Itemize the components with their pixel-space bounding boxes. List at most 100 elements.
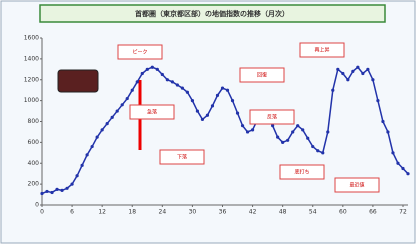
marker: [91, 145, 94, 148]
marker: [181, 87, 184, 90]
marker: [151, 66, 154, 69]
marker: [116, 109, 119, 112]
x-tick-label: 0: [40, 209, 44, 216]
marker: [141, 72, 144, 75]
marker: [226, 89, 229, 92]
marker: [201, 118, 204, 121]
x-tick-label: 36: [219, 209, 227, 216]
annotation: 急落: [147, 109, 157, 116]
annotation: ピーク: [132, 50, 147, 56]
annotation: 最近値: [349, 182, 364, 189]
marker: [306, 137, 309, 140]
marker: [211, 104, 214, 107]
marker: [351, 70, 354, 73]
x-tick-label: 66: [369, 209, 377, 216]
marker: [121, 103, 124, 106]
marker: [326, 130, 329, 133]
annotation: 回復: [257, 72, 267, 79]
marker: [65, 187, 68, 190]
marker: [371, 78, 374, 81]
x-tick-label: 48: [279, 209, 287, 216]
marker: [196, 109, 199, 112]
marker: [341, 72, 344, 75]
marker: [131, 89, 134, 92]
marker: [311, 145, 314, 148]
marker: [126, 97, 129, 100]
marker: [381, 120, 384, 123]
marker: [146, 68, 149, 71]
marker: [361, 72, 364, 75]
x-tick-label: 54: [309, 209, 317, 216]
marker: [106, 122, 109, 125]
y-tick-label: 600: [28, 139, 40, 146]
marker: [286, 139, 289, 142]
marker: [55, 188, 58, 191]
marker: [336, 68, 339, 71]
marker: [376, 99, 379, 102]
x-tick-label: 42: [249, 209, 257, 216]
annotation: 底打ち: [294, 169, 309, 176]
marker: [236, 112, 239, 115]
marker: [396, 162, 399, 165]
marker: [296, 124, 299, 127]
y-tick-label: 200: [28, 181, 40, 188]
marker: [206, 114, 209, 117]
marker: [176, 83, 179, 86]
marker: [251, 128, 254, 131]
marker: [86, 153, 89, 156]
annotation: 下落: [177, 154, 187, 161]
marker: [50, 191, 53, 194]
marker: [321, 151, 324, 154]
marker: [186, 91, 189, 94]
marker: [316, 149, 319, 152]
y-tick-label: 1600: [24, 35, 39, 42]
x-tick-label: 60: [339, 209, 347, 216]
marker: [161, 73, 164, 76]
marker: [171, 80, 174, 83]
marker: [401, 167, 404, 170]
marker: [291, 130, 294, 133]
marker: [111, 116, 114, 119]
marker: [391, 151, 394, 154]
annotation: 再上昇: [314, 47, 329, 54]
marker: [191, 99, 194, 102]
marker: [246, 130, 249, 133]
marker: [231, 99, 234, 102]
x-tick-label: 12: [98, 209, 106, 216]
marker: [356, 66, 359, 69]
marker: [136, 80, 139, 83]
marker: [40, 192, 43, 195]
x-tick-label: 72: [399, 209, 407, 216]
marker: [301, 128, 304, 131]
marker: [216, 94, 219, 97]
marker: [156, 68, 159, 71]
y-tick-label: 1200: [24, 76, 39, 83]
y-tick-label: 800: [28, 118, 40, 125]
annotation: 反落: [267, 114, 277, 121]
marker: [166, 78, 169, 81]
marker: [60, 189, 63, 192]
marker: [281, 141, 284, 144]
train-photo: [58, 70, 98, 92]
x-tick-label: 6: [70, 209, 74, 216]
x-tick-label: 30: [189, 209, 197, 216]
marker: [276, 136, 279, 139]
x-tick-label: 24: [159, 209, 167, 216]
marker: [271, 124, 274, 127]
marker: [96, 136, 99, 139]
marker: [386, 130, 389, 133]
marker: [101, 128, 104, 131]
frame: [1, 1, 415, 243]
y-tick-label: 400: [28, 160, 40, 167]
marker: [241, 124, 244, 127]
y-tick-label: 0: [35, 202, 39, 209]
marker: [406, 172, 409, 175]
marker: [70, 183, 73, 186]
chart-title: 首都圏（東京都区部）の地価指数の推移（月次）: [135, 9, 289, 18]
marker: [45, 190, 48, 193]
marker: [366, 68, 369, 71]
chart: 首都圏（東京都区部）の地価指数の推移（月次） 02004006008001000…: [0, 0, 416, 244]
y-tick-label: 1400: [24, 55, 39, 62]
x-tick-label: 18: [128, 209, 136, 216]
marker: [331, 89, 334, 92]
